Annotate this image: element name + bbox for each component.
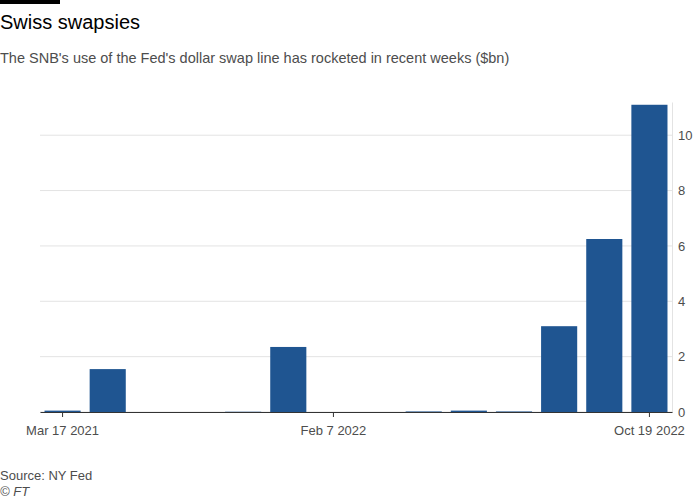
y-tick-label: 10 — [678, 128, 692, 143]
bar — [270, 347, 306, 412]
source: Source: NY Fed — [0, 468, 92, 483]
bar — [361, 412, 397, 413]
chart: Swiss swapsies The SNB's use of the Fed's… — [0, 0, 700, 500]
y-tick-label: 0 — [678, 405, 685, 420]
y-tick: 0 — [672, 405, 685, 420]
x-tick-label: Feb 7 2022 — [301, 423, 367, 438]
bar — [451, 411, 487, 412]
bar — [225, 411, 261, 412]
title-accent — [0, 0, 60, 4]
x-tick-mark — [333, 412, 334, 417]
x-tick-label: Oct 19 2022 — [614, 423, 685, 438]
bar — [541, 326, 577, 412]
y-tick-label: 4 — [678, 294, 685, 309]
bar — [45, 411, 81, 412]
x-tick-mark — [649, 412, 650, 417]
bar — [496, 411, 532, 412]
y-tick: 8 — [672, 183, 685, 198]
bars — [45, 105, 668, 412]
plot: 0 2 4 6 8 10 Mar 17 2021 Feb 7 2022 Oct 19 2022 — [26, 103, 692, 439]
bar — [180, 412, 216, 413]
x-axis: Mar 17 2021 Feb 7 2022 Oct 19 2022 — [26, 412, 685, 438]
y-tick: 10 — [672, 128, 692, 143]
y-tick: 6 — [672, 239, 685, 254]
y-tick-label: 8 — [678, 183, 685, 198]
bar — [406, 411, 442, 412]
bar — [586, 239, 622, 412]
x-axis-line — [41, 412, 673, 413]
subtitle: The SNB's use of the Fed's dollar swap l… — [0, 50, 509, 66]
x-tick: Oct 19 2022 — [614, 412, 685, 438]
bar — [135, 412, 171, 413]
grid — [40, 135, 672, 412]
y-axis: 0 2 4 6 8 10 — [672, 103, 692, 420]
y-tick-label: 6 — [678, 239, 685, 254]
credit: © FT — [0, 484, 30, 499]
y-tick: 4 — [672, 294, 685, 309]
x-tick: Mar 17 2021 — [26, 412, 99, 438]
y-axis-line — [672, 103, 673, 413]
bar — [90, 369, 126, 412]
x-tick: Feb 7 2022 — [301, 412, 367, 438]
grid-line — [40, 245, 672, 246]
x-tick-mark — [62, 412, 63, 417]
grid-line — [40, 301, 672, 302]
bar — [631, 105, 667, 412]
y-tick-label: 2 — [678, 349, 685, 364]
grid-line — [40, 135, 672, 136]
grid-line — [40, 190, 672, 191]
y-tick: 2 — [672, 349, 685, 364]
title: Swiss swapsies — [0, 11, 140, 33]
x-tick-label: Mar 17 2021 — [26, 423, 99, 438]
bar — [315, 412, 351, 413]
